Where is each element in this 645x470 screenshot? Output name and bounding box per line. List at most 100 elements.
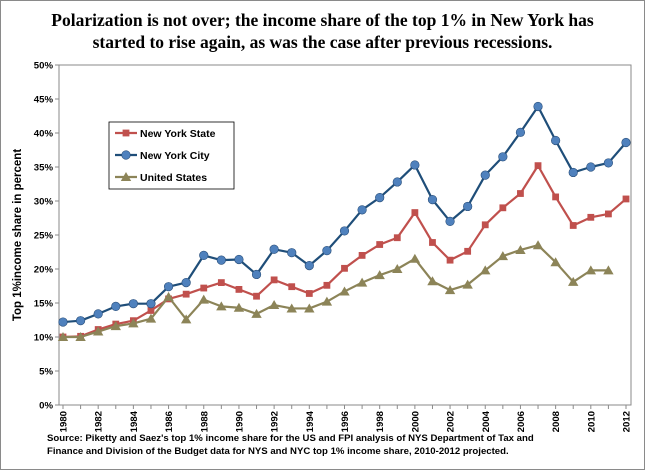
data-point xyxy=(270,276,278,284)
x-tick-label: 1982 xyxy=(94,411,105,432)
data-point xyxy=(251,308,262,318)
data-point xyxy=(515,244,526,254)
data-point xyxy=(233,302,245,312)
x-tick-label: 2002 xyxy=(446,411,457,432)
y-tick-label: 45% xyxy=(34,95,54,106)
data-point xyxy=(268,300,280,310)
data-point xyxy=(93,309,103,319)
data-point xyxy=(533,101,543,112)
x-tick-label: 2006 xyxy=(516,411,527,432)
data-point xyxy=(128,318,139,328)
y-tick-label: 5% xyxy=(39,367,53,378)
data-point xyxy=(444,285,456,295)
title-line-2: started to rise again, as was the case a… xyxy=(92,32,553,52)
data-point xyxy=(462,279,473,289)
x-tick-label: 2012 xyxy=(622,411,633,432)
source-line-2: Finance and Division of the Budget data … xyxy=(47,445,509,457)
source-line-1: Source: Piketty and Saez's top 1% income… xyxy=(47,433,534,444)
x-tick-label: 1998 xyxy=(375,410,386,432)
data-point xyxy=(358,252,366,259)
data-point xyxy=(269,244,279,254)
data-point xyxy=(181,278,191,288)
data-point xyxy=(216,301,227,311)
legend-label: United States xyxy=(140,172,207,184)
legend-marker xyxy=(122,129,130,137)
x-tick-label: 2004 xyxy=(481,410,492,432)
data-point xyxy=(357,205,367,215)
data-point xyxy=(198,294,209,304)
data-point xyxy=(392,264,403,273)
series-united-states xyxy=(57,240,614,341)
data-point xyxy=(163,291,174,301)
y-tick-label: 15% xyxy=(34,299,54,310)
data-point xyxy=(146,299,156,309)
y-tick-label: 50% xyxy=(34,61,54,72)
data-point xyxy=(446,256,454,264)
data-point xyxy=(341,264,348,272)
data-point xyxy=(463,201,473,212)
x-tick-label: 1986 xyxy=(164,411,175,432)
data-point xyxy=(376,241,384,248)
data-point xyxy=(605,210,612,218)
series-new-york-city xyxy=(58,101,631,327)
data-point xyxy=(603,158,614,168)
data-point xyxy=(517,190,524,197)
x-tick-label: 1992 xyxy=(270,411,281,432)
data-point xyxy=(75,332,86,341)
x-tick-label: 1984 xyxy=(129,410,140,432)
data-point xyxy=(199,250,209,260)
axis-ticks xyxy=(55,64,627,409)
x-tick-labels: 1980 1982 1984 1986 1988 1990 1992 1994 1996 1998… xyxy=(59,410,633,432)
data-point xyxy=(253,292,260,300)
data-point xyxy=(411,209,419,216)
y-tick-label: 10% xyxy=(34,333,54,344)
x-tick-label: 2000 xyxy=(410,411,421,432)
data-point xyxy=(75,316,86,326)
title-line-1: Polarization is not over; the income sha… xyxy=(51,10,594,30)
legend-label: New York City xyxy=(140,150,210,162)
series-new-york-state xyxy=(59,162,630,341)
data-point xyxy=(587,213,595,221)
y-tick-label: 25% xyxy=(34,231,54,242)
data-point xyxy=(551,135,561,146)
data-point xyxy=(532,240,544,250)
data-point xyxy=(286,303,297,313)
data-point xyxy=(322,246,332,256)
data-point xyxy=(110,321,121,331)
data-point xyxy=(234,254,244,265)
data-point xyxy=(305,290,313,297)
data-point xyxy=(180,314,192,324)
data-point xyxy=(569,222,577,229)
y-tick-label: 35% xyxy=(34,163,54,174)
x-tick-label: 1994 xyxy=(305,410,316,432)
data-point xyxy=(393,234,401,242)
series-layer xyxy=(57,101,631,341)
chart-title: Polarization is not over; the income sha… xyxy=(1,9,644,53)
data-point xyxy=(429,239,436,246)
x-tick-label: 1996 xyxy=(340,411,351,432)
data-point xyxy=(427,195,438,205)
source-note: Source: Piketty and Saez's top 1% income… xyxy=(47,433,632,458)
x-tick-label: 1980 xyxy=(59,411,70,432)
data-point xyxy=(216,255,226,265)
data-point xyxy=(586,162,596,172)
data-point xyxy=(375,193,385,203)
legend-label: New York State xyxy=(140,128,216,140)
y-tick-label: 20% xyxy=(34,265,54,276)
data-point xyxy=(534,162,542,170)
data-point xyxy=(251,269,262,280)
data-point xyxy=(585,265,597,275)
data-point xyxy=(304,261,314,271)
y-tick-label: 0% xyxy=(39,401,53,412)
data-point xyxy=(128,299,138,309)
data-point xyxy=(481,221,489,229)
data-point xyxy=(497,251,509,261)
data-point xyxy=(464,247,472,255)
data-point xyxy=(339,226,350,236)
data-point xyxy=(356,277,368,287)
data-point xyxy=(621,137,631,148)
data-point xyxy=(57,332,69,341)
data-point xyxy=(304,303,315,313)
